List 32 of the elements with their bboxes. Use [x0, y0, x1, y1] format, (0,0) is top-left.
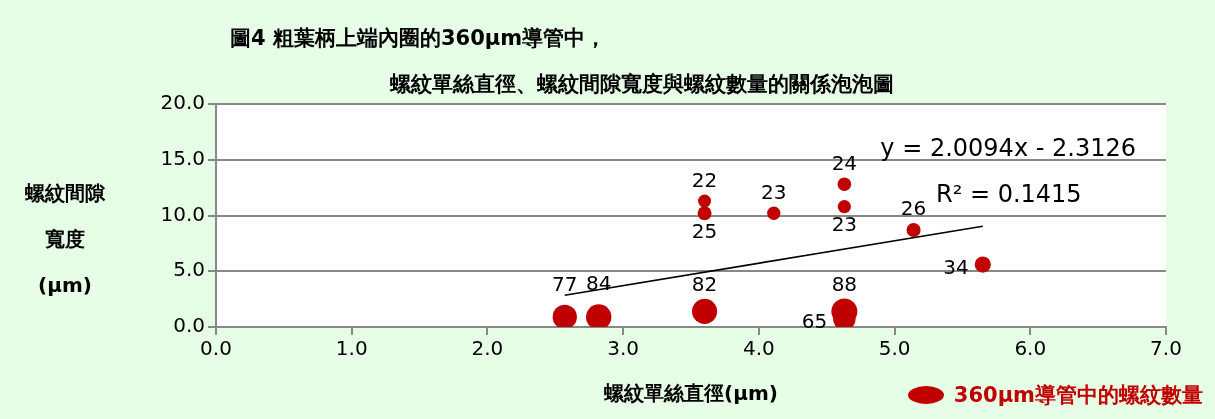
- data-label: 22: [691, 167, 718, 192]
- y-tick-label: 20.0: [160, 90, 205, 115]
- y-axis-title: 螺紋間隙寬度(μm): [24, 180, 106, 299]
- data-label: 25: [691, 219, 718, 244]
- x-tick-label: 1.0: [335, 336, 368, 361]
- annotation: y = 2.0094x - 2.3126: [880, 134, 1136, 162]
- x-tick-label: 6.0: [1014, 336, 1047, 361]
- y-tick-label: 15.0: [160, 145, 205, 170]
- data-label: 77: [552, 272, 578, 297]
- legend-label: 360μm導管中的螺紋數量: [953, 382, 1203, 409]
- x-tick-label: 2.0: [471, 336, 504, 361]
- annotation: R² = 0.1415: [936, 180, 1082, 208]
- data-label: 23: [761, 179, 787, 204]
- x-tick-label: 7.0: [1150, 336, 1182, 361]
- data-label: 65: [801, 309, 828, 334]
- y-tick-label: 5.0: [173, 257, 205, 282]
- x-tick-label: 0.0: [200, 336, 232, 361]
- y-tick-label: 0.0: [173, 313, 205, 338]
- data-label: 84: [585, 271, 612, 296]
- chart-subtitle: 螺紋單絲直徑、螺紋間隙寬度與螺紋數量的關係泡泡圖: [390, 71, 894, 98]
- data-label: 82: [691, 272, 718, 297]
- y-tick-label: 10.0: [160, 201, 205, 226]
- x-axis-title: 螺紋單絲直徑(μm): [603, 381, 778, 406]
- x-tick-label: 4.0: [742, 336, 775, 361]
- data-label: 88: [831, 271, 858, 296]
- x-tick-label: 3.0: [607, 336, 640, 361]
- chart-title: 圖4 粗葉柄上端內圈的360μm導管中，: [230, 25, 607, 52]
- x-tick-label: 5.0: [878, 336, 911, 361]
- data-label: 23: [831, 212, 858, 237]
- data-label: 34: [943, 254, 969, 279]
- data-label: 26: [900, 196, 927, 221]
- data-label: 24: [831, 150, 858, 175]
